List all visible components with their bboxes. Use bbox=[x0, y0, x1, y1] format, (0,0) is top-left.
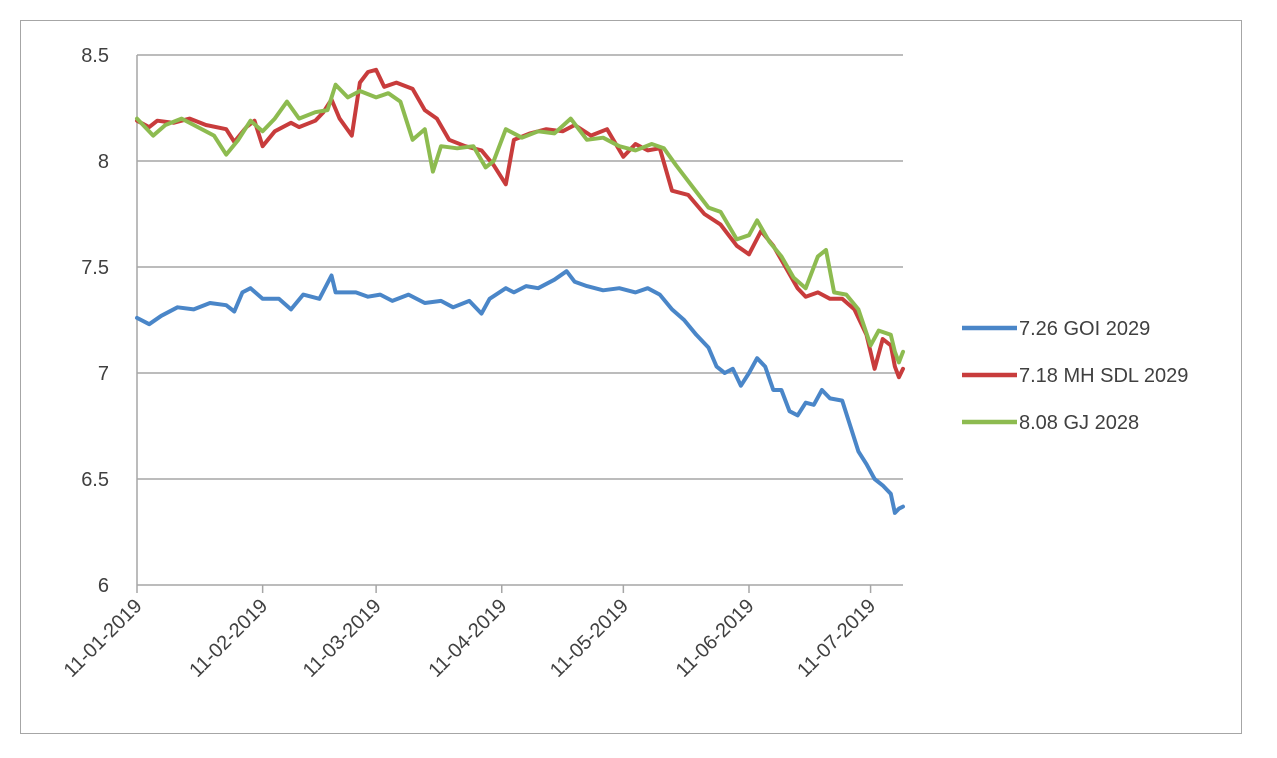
x-tick-label: 11-01-2019 bbox=[60, 595, 147, 682]
series-line-1 bbox=[135, 269, 905, 515]
y-tick-label: 6 bbox=[98, 575, 109, 597]
series-line-3 bbox=[135, 82, 905, 365]
y-tick-label: 6.5 bbox=[81, 469, 109, 491]
y-tick-label: 7 bbox=[98, 363, 109, 385]
legend-label-2: 7.18 MH SDL 2029 bbox=[1019, 365, 1188, 387]
x-tick-label: 11-07-2019 bbox=[793, 595, 880, 682]
x-tick-label: 11-06-2019 bbox=[672, 595, 759, 682]
y-tick-label: 7.5 bbox=[81, 257, 109, 279]
series-line-2 bbox=[135, 67, 905, 380]
x-tick-label: 11-03-2019 bbox=[299, 595, 386, 682]
legend-label-1: 7.26 GOI 2029 bbox=[1019, 318, 1150, 340]
y-tick-label: 8.5 bbox=[81, 45, 109, 67]
x-tick-label: 11-04-2019 bbox=[424, 595, 511, 682]
legend-label-3: 8.08 GJ 2028 bbox=[1019, 412, 1139, 434]
x-tick-label: 11-02-2019 bbox=[185, 595, 272, 682]
x-tick-label: 11-05-2019 bbox=[546, 595, 633, 682]
chart-frame bbox=[20, 20, 1242, 734]
y-tick-label: 8 bbox=[98, 151, 109, 173]
